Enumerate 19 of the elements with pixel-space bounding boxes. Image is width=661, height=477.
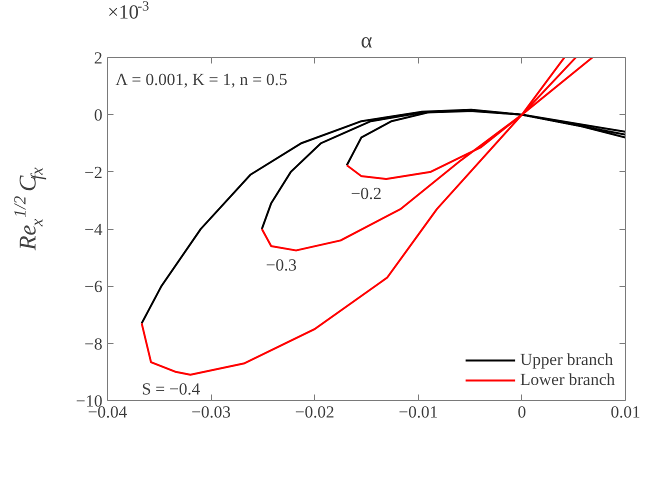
y-tick-label: −6 xyxy=(84,277,103,296)
annotation: S = −0.4 xyxy=(142,379,201,398)
y-axis-title: Rex1/2Cfx xyxy=(10,166,46,252)
x-tick-label: −0.02 xyxy=(295,402,334,422)
x-tick-label: 0 xyxy=(518,402,526,422)
x-tick-label: −0.03 xyxy=(191,402,231,422)
x-tick-label: 0.01 xyxy=(610,402,640,422)
y-tick-label: −2 xyxy=(84,162,103,182)
y-tick-label: −4 xyxy=(84,220,103,239)
legend-label: Lower branch xyxy=(520,370,615,390)
annotation: −0.3 xyxy=(266,255,297,274)
annotation: Λ = 0.001, K = 1, n = 0.5 xyxy=(116,70,288,89)
x-tick-label: −0.01 xyxy=(398,402,438,422)
annotation: −0.2 xyxy=(350,184,382,203)
legend-label: Upper branch xyxy=(520,350,614,370)
x-axis-title: α xyxy=(360,28,373,52)
y-tick-label: 0 xyxy=(94,106,102,125)
y-tick-label: −8 xyxy=(84,334,103,354)
y-tick-label: 2 xyxy=(94,48,102,68)
